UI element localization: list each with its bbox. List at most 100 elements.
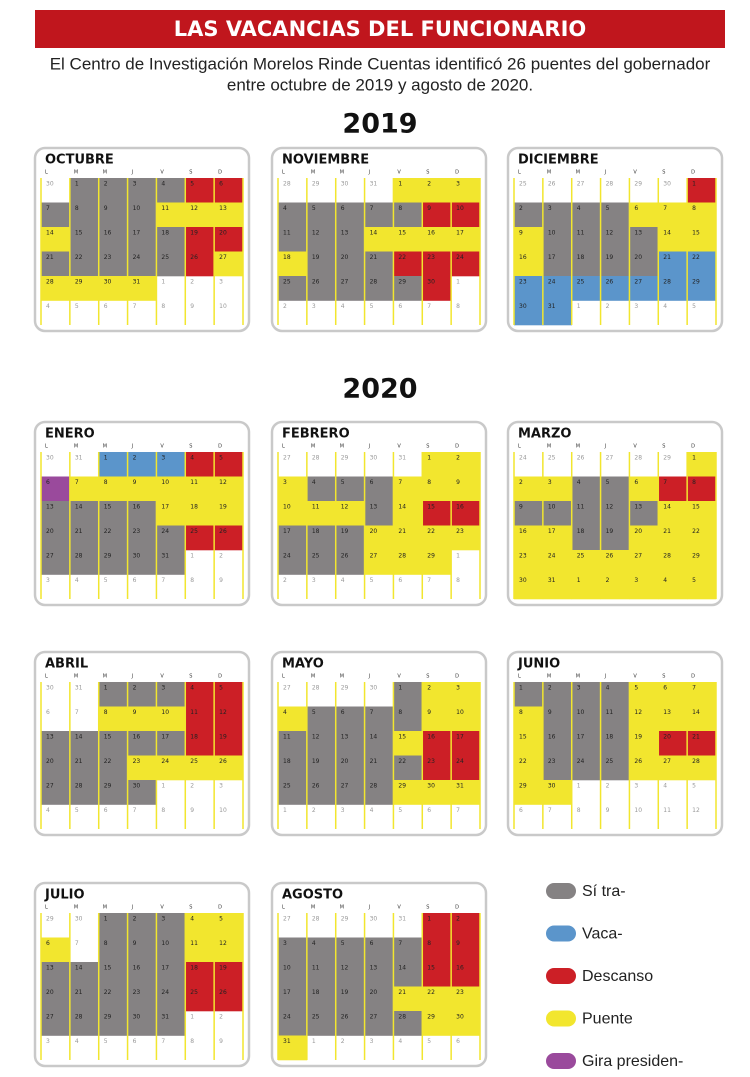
day-cell [658, 202, 688, 228]
day-number: 8 [456, 577, 460, 584]
day-cell [306, 276, 337, 301]
day-number: 12 [312, 734, 320, 741]
day-number: 6 [46, 709, 50, 716]
day-cell [127, 937, 157, 963]
day-number: 24 [456, 254, 464, 261]
day-cell [571, 276, 601, 301]
weekday-label: S [189, 170, 192, 176]
day-number: 12 [692, 807, 700, 814]
day-number: 14 [75, 965, 83, 972]
day-number: 8 [161, 303, 165, 310]
weekday-label: J [131, 444, 133, 450]
day-number: 12 [219, 709, 227, 716]
day-number: 4 [190, 916, 194, 923]
day-cell [306, 525, 337, 551]
day-cell [687, 550, 717, 575]
day-number: 12 [312, 230, 320, 237]
day-cell [98, 731, 128, 756]
day-cell [687, 682, 717, 707]
day-number: 8 [519, 709, 523, 716]
day-cell [98, 755, 128, 781]
day-cell [542, 227, 573, 252]
day-cell [629, 476, 659, 502]
day-number: 3 [283, 940, 287, 947]
day-number: 21 [370, 254, 378, 261]
weekday-label: M [311, 444, 315, 450]
day-cell [335, 731, 365, 756]
day-cell [41, 1011, 71, 1036]
day-number: 24 [161, 989, 169, 996]
day-number: 5 [219, 685, 223, 692]
day-cell [156, 525, 186, 551]
day-number: 20 [634, 528, 642, 535]
day-number: 25 [283, 783, 291, 790]
day-number: 26 [219, 989, 227, 996]
day-cell [451, 682, 481, 707]
day-number: 23 [548, 758, 556, 765]
day-cell [571, 550, 601, 575]
day-cell [278, 962, 308, 987]
day-number: 3 [161, 455, 165, 462]
day-number: 2 [606, 303, 610, 310]
day-cell [451, 178, 481, 203]
day-cell [451, 937, 481, 963]
weekday-label: S [189, 905, 192, 911]
legend-swatch [546, 883, 576, 899]
day-number: 2 [283, 303, 287, 310]
day-cell [41, 227, 71, 252]
day-number: 1 [161, 279, 165, 286]
day-number: 10 [283, 504, 291, 511]
day-number: 29 [663, 455, 671, 462]
day-cell [542, 251, 573, 277]
day-number: 22 [104, 758, 112, 765]
day-cell [214, 682, 244, 707]
day-number: 6 [219, 181, 223, 188]
day-cell [278, 706, 308, 732]
weekday-label: M [103, 905, 107, 911]
weekday-label: V [160, 905, 164, 911]
legend-label: Puente [582, 1011, 633, 1028]
day-number: 7 [398, 940, 402, 947]
day-number: 20 [341, 254, 349, 261]
day-cell [127, 682, 157, 707]
day-number: 11 [312, 504, 320, 511]
day-number: 6 [133, 1038, 137, 1045]
day-number: 25 [312, 1014, 320, 1021]
day-number: 18 [312, 989, 320, 996]
day-number: 22 [398, 254, 406, 261]
day-number: 2 [456, 455, 460, 462]
day-cell [156, 706, 186, 732]
day-cell [306, 731, 337, 756]
day-cell [514, 706, 544, 732]
day-number: 2 [133, 685, 137, 692]
day-number: 9 [427, 709, 431, 716]
day-number: 19 [219, 734, 227, 741]
day-number: 31 [456, 783, 464, 790]
day-cell [98, 178, 128, 203]
weekday-label: D [218, 170, 222, 176]
day-cell [214, 251, 244, 277]
day-cell [278, 501, 308, 526]
weekday-label: S [189, 674, 192, 680]
day-cell [687, 251, 717, 277]
day-number: 31 [75, 685, 83, 692]
day-cell [629, 276, 659, 301]
day-number: 24 [519, 455, 527, 462]
day-cell [364, 706, 394, 732]
day-number: 29 [634, 181, 642, 188]
day-cell [156, 452, 186, 477]
day-cell [69, 202, 100, 228]
day-number: 14 [692, 709, 700, 716]
day-cell [422, 780, 452, 805]
day-number: 16 [548, 734, 556, 741]
day-number: 25 [283, 279, 291, 286]
day-number: 1 [75, 181, 79, 188]
day-cell [542, 202, 573, 228]
day-cell [69, 227, 100, 252]
day-number: 19 [312, 254, 320, 261]
day-cell [393, 962, 423, 987]
